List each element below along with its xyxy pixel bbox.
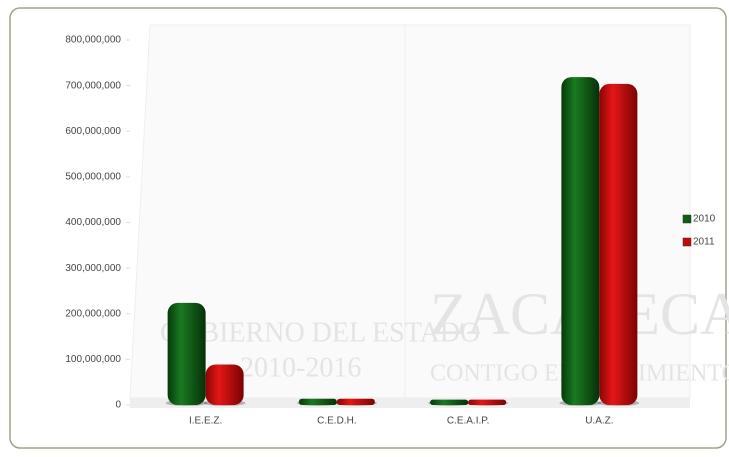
bar — [298, 398, 337, 405]
legend-label: 2010 — [693, 214, 716, 225]
bar — [468, 399, 507, 405]
bar — [561, 77, 600, 405]
bar — [167, 302, 206, 405]
bar — [599, 83, 638, 405]
y-tick-label: 200,000,000 — [65, 308, 121, 319]
y-tick-label: 400,000,000 — [65, 217, 121, 228]
y-tick-label: 700,000,000 — [65, 80, 121, 91]
legend-label: 2011 — [693, 237, 715, 248]
bar — [430, 399, 469, 405]
y-tick-label: 0 — [115, 400, 121, 411]
legend-swatch — [682, 214, 692, 224]
y-tick-label: 300,000,000 — [65, 263, 121, 274]
watermark: 2010-2016 — [240, 352, 361, 383]
y-tick-label: 600,000,000 — [65, 126, 121, 137]
y-tick-label: 500,000,000 — [65, 172, 121, 183]
bar — [336, 398, 375, 405]
x-tick-label: I.E.E.Z. — [189, 416, 222, 427]
x-tick-label: C.E.A.I.P. — [447, 416, 490, 427]
y-tick-label: 800,000,000 — [65, 35, 121, 46]
x-tick-label: C.E.D.H. — [317, 416, 356, 427]
x-tick-label: U.A.Z. — [585, 416, 613, 427]
floor — [130, 398, 690, 408]
watermark: GOBIERNO DEL ESTADO — [160, 317, 480, 348]
legend-swatch — [682, 237, 692, 247]
bar — [205, 364, 244, 405]
y-tick-label: 100,000,000 — [65, 354, 121, 365]
